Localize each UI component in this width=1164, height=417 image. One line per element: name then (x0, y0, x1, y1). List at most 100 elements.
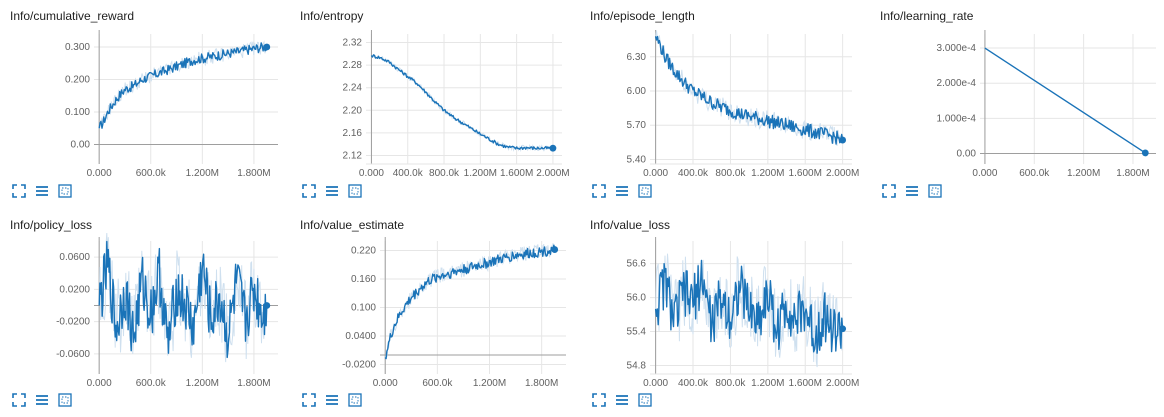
y-tick-label: 5.70 (627, 120, 647, 131)
y-tick-label: 2.16 (343, 128, 363, 139)
lines-icon[interactable] (35, 184, 49, 198)
x-tick-label: 0.000 (359, 168, 384, 179)
chart-toolbar (882, 183, 951, 199)
series-line (98, 240, 268, 359)
chart-title: Info/policy_loss (10, 218, 93, 232)
y-tick-label: 0.0200 (59, 284, 90, 295)
lines-icon[interactable] (615, 184, 629, 198)
x-tick-label: 0.000 (643, 378, 668, 389)
x-tick-label: 2.000M (826, 378, 859, 389)
fit-domain-icon[interactable] (928, 184, 942, 198)
chart-title: Info/value_loss (590, 218, 671, 232)
x-tick-label: 0.000 (972, 168, 997, 179)
chart-card-value-loss: Info/value_loss 54.8 55.4 56.0 56.6 0.000 400… (580, 209, 870, 417)
lines-icon[interactable] (325, 393, 339, 407)
x-tick-label: 2.000M (826, 168, 859, 179)
x-tick-label: 400.0k (393, 168, 424, 179)
x-tick-label: 1.200M (186, 378, 219, 389)
y-tick-label: 0.00 (71, 140, 91, 151)
chart-title: Info/learning_rate (880, 9, 974, 23)
x-tick-label: 400.0k (678, 378, 709, 389)
expand-icon[interactable] (592, 393, 606, 407)
raw-series-line (655, 30, 843, 147)
series-end-point (551, 246, 559, 253)
lines-icon[interactable] (325, 184, 339, 198)
chart-plot: 54.8 55.4 56.0 56.6 0.000 400.0k 800.0k 1.200M 1… (627, 237, 859, 389)
expand-icon[interactable] (302, 184, 316, 198)
x-tick-label: 0.000 (87, 168, 112, 179)
x-tick-label: 800.0k (429, 168, 460, 179)
series-end-point (839, 325, 847, 333)
chart-toolbar (12, 392, 81, 408)
y-tick-label: 2.24 (343, 83, 363, 94)
x-tick-label: 600.0k (422, 378, 453, 389)
chart-plot: -0.0200 0.0400 0.100 0.160 0.220 0.000 600.0k 1… (342, 237, 566, 389)
fit-domain-icon[interactable] (58, 184, 72, 198)
x-tick-label: 1.600M (500, 168, 533, 179)
y-tick-label: 0.300 (65, 42, 90, 53)
y-tick-label: 0.100 (65, 107, 90, 118)
chart-card-episode-length: Info/episode_length 5.40 5.70 6.00 6.30 0.00… (580, 0, 870, 208)
chart-title: Info/cumulative_reward (10, 9, 135, 23)
chart-plot: -0.0600 -0.0200 0.0200 0.0600 0.000 600.0k 1.2… (56, 232, 278, 389)
y-tick-label: 2.28 (343, 60, 363, 71)
chart-plot: 0.00 0.100 0.200 0.300 0.000 600.0k 1.200M 1.80… (65, 30, 278, 179)
chart-card-cumulative-reward: Info/cumulative_reward 0.00 0.100 0.200 0.3… (0, 0, 290, 208)
x-tick-label: 1.200M (1067, 168, 1100, 179)
lines-icon[interactable] (905, 184, 919, 198)
x-tick-label: 1.200M (751, 168, 784, 179)
expand-icon[interactable] (12, 184, 26, 198)
fit-domain-icon[interactable] (638, 393, 652, 407)
x-tick-label: 1.600M (789, 378, 822, 389)
chart-toolbar (592, 392, 661, 408)
expand-icon[interactable] (302, 393, 316, 407)
chart-plot: 5.40 5.70 6.00 6.30 0.000 400.0k 800.0k 1.200M 1… (627, 30, 859, 179)
y-tick-label: -0.0200 (56, 317, 90, 328)
expand-icon[interactable] (12, 393, 26, 407)
fit-domain-icon[interactable] (638, 184, 652, 198)
chart-card-entropy: Info/entropy 2.12 2.16 2.20 2.24 2.28 2.32 0.0… (290, 0, 580, 208)
y-tick-label: 0.100 (351, 303, 376, 314)
y-tick-label: 2.000e-4 (937, 78, 977, 89)
chart-title: Info/entropy (300, 9, 364, 23)
chart-toolbar (12, 183, 81, 199)
series-line (370, 54, 554, 151)
y-tick-label: 0.220 (351, 246, 376, 257)
x-tick-label: 800.0k (715, 168, 746, 179)
y-tick-label: 3.000e-4 (937, 43, 977, 54)
chart-card-learning-rate: Info/learning_rate 0.00 1.000e-4 2.000e-4 3… (870, 0, 1160, 208)
fit-domain-icon[interactable] (58, 393, 72, 407)
x-tick-label: 800.0k (715, 378, 746, 389)
fit-domain-icon[interactable] (348, 393, 362, 407)
y-tick-label: 0.0400 (345, 331, 376, 342)
y-tick-label: 0.200 (65, 75, 90, 86)
x-tick-label: 0.000 (87, 378, 112, 389)
expand-icon[interactable] (592, 184, 606, 198)
chart-title: Info/value_estimate (300, 218, 405, 232)
series-end-point (839, 136, 847, 144)
y-tick-label: 2.32 (343, 37, 363, 48)
x-tick-label: 1.200M (186, 168, 219, 179)
series-end-point (1141, 149, 1149, 157)
x-tick-label: 600.0k (136, 378, 167, 389)
y-tick-label: 2.20 (343, 105, 363, 116)
x-tick-label: 600.0k (136, 168, 167, 179)
x-tick-label: 1.200M (464, 168, 497, 179)
series-line (984, 47, 1146, 154)
lines-icon[interactable] (615, 393, 629, 407)
y-tick-label: 1.000e-4 (937, 113, 977, 124)
x-tick-label: 2.000M (536, 168, 569, 179)
x-tick-label: 1.800M (237, 168, 270, 179)
expand-icon[interactable] (882, 184, 896, 198)
x-tick-label: 1.200M (751, 378, 784, 389)
chart-title: Info/episode_length (590, 9, 695, 23)
y-tick-label: 2.12 (343, 151, 363, 162)
x-tick-label: 1.800M (1116, 168, 1149, 179)
x-tick-label: 600.0k (1019, 168, 1050, 179)
chart-toolbar (592, 183, 661, 199)
y-tick-label: 54.8 (627, 361, 647, 372)
fit-domain-icon[interactable] (348, 184, 362, 198)
lines-icon[interactable] (35, 393, 49, 407)
y-tick-label: 6.00 (627, 86, 647, 97)
chart-toolbar (302, 183, 371, 199)
